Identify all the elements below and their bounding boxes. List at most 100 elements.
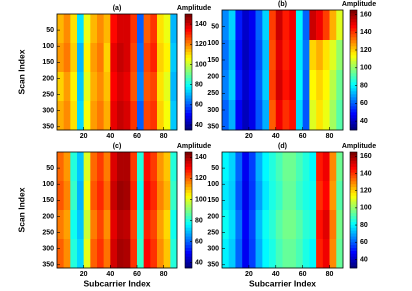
y-tick-label: 50 bbox=[211, 165, 219, 172]
colorbar-step bbox=[350, 91, 357, 95]
heat-cell bbox=[63, 239, 71, 269]
heat-cell bbox=[137, 101, 144, 131]
x-tick-label: 40 bbox=[272, 271, 280, 278]
heat-cell bbox=[170, 239, 178, 269]
colorbar-step bbox=[350, 207, 357, 211]
heat-cell bbox=[110, 152, 118, 182]
x-tick-label: 60 bbox=[299, 133, 307, 140]
heat-cell bbox=[329, 239, 337, 269]
heat-cell bbox=[242, 40, 250, 71]
colorbar-step bbox=[185, 250, 192, 254]
colorbar-step bbox=[185, 198, 192, 202]
heat-cell bbox=[329, 100, 337, 131]
heat-cell bbox=[63, 152, 71, 182]
heat-cell bbox=[322, 152, 330, 182]
heat-cell bbox=[63, 72, 71, 102]
heat-cell bbox=[222, 239, 230, 269]
heat-cell bbox=[289, 210, 297, 240]
x-tick-label: 60 bbox=[133, 133, 141, 140]
heat-cell bbox=[157, 181, 164, 211]
heat-cell bbox=[222, 10, 230, 41]
colorbar-frame bbox=[349, 151, 358, 269]
heat-cell bbox=[336, 70, 344, 101]
colorbar-step bbox=[350, 88, 357, 92]
colorbar-step bbox=[185, 112, 192, 116]
colorbar-step bbox=[350, 10, 357, 14]
heat-cell bbox=[262, 10, 270, 41]
colorbar-step bbox=[350, 22, 357, 26]
x-axis-label: Subcarrier Index bbox=[249, 278, 316, 288]
colorbar-step bbox=[185, 63, 192, 67]
colorbar-step bbox=[350, 244, 357, 248]
heat-cell bbox=[289, 10, 297, 41]
y-tick-label: 200 bbox=[42, 75, 54, 82]
heat-cell bbox=[57, 210, 64, 240]
heat-cell bbox=[255, 152, 263, 182]
heat-cell bbox=[329, 210, 337, 240]
x-tick-label: 80 bbox=[326, 133, 334, 140]
colorbar-step bbox=[185, 212, 192, 217]
heat-cell bbox=[143, 152, 151, 182]
heat-cell bbox=[262, 239, 270, 269]
colorbar-step bbox=[185, 77, 192, 81]
heat-cell bbox=[117, 210, 124, 240]
x-axis-label: Subcarrier Index bbox=[83, 278, 150, 288]
heat-cell bbox=[255, 70, 263, 101]
heat-cell bbox=[123, 210, 131, 240]
y-tick-label: 100 bbox=[42, 181, 54, 188]
heat-cell bbox=[248, 70, 256, 101]
heat-cell bbox=[289, 70, 297, 101]
y-tick-label: 350 bbox=[207, 262, 219, 269]
colorbar-step bbox=[185, 169, 192, 173]
heat-cell bbox=[275, 70, 283, 101]
colorbar-step bbox=[185, 28, 192, 32]
heat-cell bbox=[302, 100, 310, 131]
heat-cell bbox=[70, 152, 78, 182]
colorbar-step bbox=[185, 25, 192, 29]
heat-cell bbox=[97, 101, 104, 131]
colorbar-step bbox=[185, 89, 192, 93]
heat-cell bbox=[329, 10, 337, 41]
heat-cell bbox=[163, 101, 171, 131]
colorbar-step bbox=[185, 57, 192, 61]
colorbar-step bbox=[185, 22, 192, 26]
heat-cell bbox=[322, 181, 330, 211]
heat-cell bbox=[110, 210, 118, 240]
heat-cell bbox=[170, 152, 178, 182]
heat-cell bbox=[90, 101, 98, 131]
heat-cell bbox=[289, 40, 297, 71]
colorbar-step bbox=[350, 157, 357, 161]
x-tick-label: 20 bbox=[245, 133, 253, 140]
colorbar-tick-label: 120 bbox=[360, 47, 372, 54]
heat-cell bbox=[316, 40, 324, 71]
colorbar-step bbox=[185, 103, 192, 108]
heat-cell bbox=[248, 239, 256, 269]
colorbar-step bbox=[185, 14, 192, 18]
heat-cell bbox=[163, 152, 171, 182]
heat-cell bbox=[110, 43, 118, 73]
heat-cell bbox=[269, 239, 277, 269]
colorbar-step bbox=[350, 124, 357, 128]
heat-cell bbox=[255, 40, 263, 71]
heat-cell bbox=[137, 152, 144, 182]
colorbar-step bbox=[350, 239, 357, 243]
heat-cell bbox=[130, 239, 138, 269]
colorbar-step bbox=[185, 210, 192, 214]
colorbar-step bbox=[185, 121, 192, 125]
colorbar-step bbox=[350, 19, 357, 23]
colorbar-step bbox=[185, 74, 192, 79]
heat-cell bbox=[157, 239, 164, 269]
colorbar-step bbox=[350, 28, 357, 32]
heat-cell bbox=[163, 43, 171, 73]
heat-cell bbox=[123, 239, 131, 269]
colorbar-step bbox=[350, 224, 357, 228]
plot-frame bbox=[56, 151, 178, 269]
colorbar-step bbox=[185, 43, 192, 47]
y-tick-label: 200 bbox=[207, 213, 219, 220]
colorbar-tick-label: 60 bbox=[195, 102, 203, 109]
colorbar-step bbox=[185, 262, 192, 266]
heat-cell bbox=[83, 43, 91, 73]
heat-cell bbox=[163, 210, 171, 240]
heat-cell bbox=[83, 14, 91, 44]
heat-cell bbox=[143, 210, 151, 240]
